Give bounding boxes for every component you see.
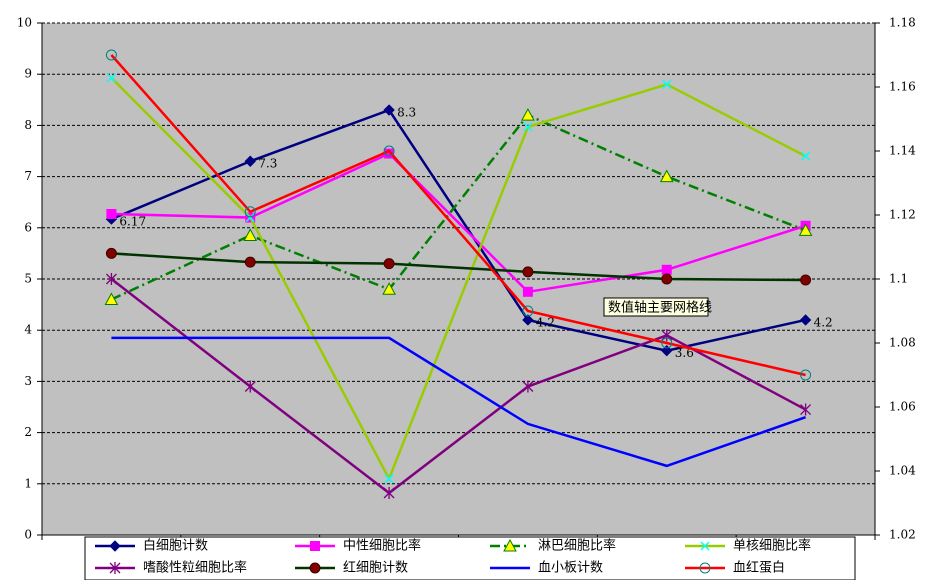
series [105,247,812,286]
marker [105,247,117,259]
series-line [111,336,806,468]
tooltip-box [603,297,709,317]
marker [522,380,534,393]
legend-label: 白细胞计数 [143,538,208,554]
series [104,108,813,305]
series-line [110,113,807,301]
marker [382,282,396,295]
y-tick-label: 7 [24,169,32,183]
marker [244,256,256,268]
marker [384,474,394,484]
marker [109,540,121,552]
y2-tick-label: 1.04 [889,464,916,478]
y-tick-label: 2 [24,425,32,439]
marker [800,369,812,381]
legend-label: 血小板计数 [538,561,603,576]
series-line [111,152,806,294]
marker [243,228,258,241]
marker [383,104,395,116]
legend-label: 中性细胞比率 [343,538,421,554]
y2-tick-label: 1.08 [889,336,916,350]
data-label: 8.3 [397,106,416,120]
legend-label: 嗜酸性粒细胞比率 [143,560,247,576]
series-line [110,108,806,352]
marker [105,49,117,61]
y2-tick-label: 1.12 [889,208,916,222]
marker [522,266,534,278]
marker [503,538,517,552]
series-line [110,54,806,377]
series-line [111,252,806,282]
y2-tick-label: 1.16 [889,80,916,94]
y2-tick-label: 1.18 [889,16,916,30]
marker [106,73,116,83]
legend-label: 血红蛋白 [733,560,785,576]
legend-label: 单核细胞比率 [733,538,811,554]
marker [661,264,672,275]
y-tick-label: 8 [24,118,32,132]
marker [522,305,534,317]
y-tick-label: 5 [24,272,32,286]
series [106,73,811,484]
marker [244,206,256,218]
legend-box [84,536,856,580]
marker [521,108,535,121]
y2-tick-label: 1.14 [889,144,916,158]
y2-tick-label: 1.1 [889,272,908,286]
marker [523,122,533,132]
marker [310,541,320,551]
tooltip-text: 数值轴主要网格线 [608,300,712,316]
y-tick-label: 6 [24,220,32,234]
marker [661,344,673,357]
marker [801,151,811,161]
marker [309,562,321,574]
marker [522,286,533,297]
marker [800,274,812,286]
marker [244,380,256,393]
marker [699,562,711,574]
y2-tick-label: 1.02 [889,528,916,542]
marker [106,208,117,219]
y-tick-label: 3 [24,374,32,388]
data-label: 4.2 [536,315,555,329]
data-label: 6.17 [119,215,146,229]
marker [384,148,395,159]
marker [799,314,812,326]
marker [383,145,395,157]
y-tick-label: 9 [24,67,32,81]
tooltip: 数值轴主要网格线 [603,297,712,317]
y-tick-label: 4 [24,323,32,337]
series-line [110,76,807,482]
marker [798,223,813,236]
series [111,336,806,468]
legend-label: 淋巴细胞比率 [538,538,616,554]
y-tick-label: 1 [24,476,32,490]
data-label: 4.2 [814,315,833,329]
marker [244,155,256,167]
marker [800,403,812,416]
marker [105,273,117,285]
marker [522,314,534,326]
y-tick-label: 10 [17,16,32,30]
data-label: 7.3 [258,157,277,171]
marker [245,213,255,223]
marker [700,541,710,551]
y2-tick-label: 1.06 [889,400,916,414]
y-tick-label: 0 [24,528,32,542]
marker [662,79,672,89]
marker [109,562,121,574]
marker [104,292,119,305]
marker [659,169,674,183]
marker [661,273,673,285]
marker [383,258,395,270]
marker [383,487,395,500]
marker [661,337,673,349]
data-label: 3.6 [675,346,694,360]
legend-label: 红细胞计数 [343,560,408,576]
series [105,49,812,381]
